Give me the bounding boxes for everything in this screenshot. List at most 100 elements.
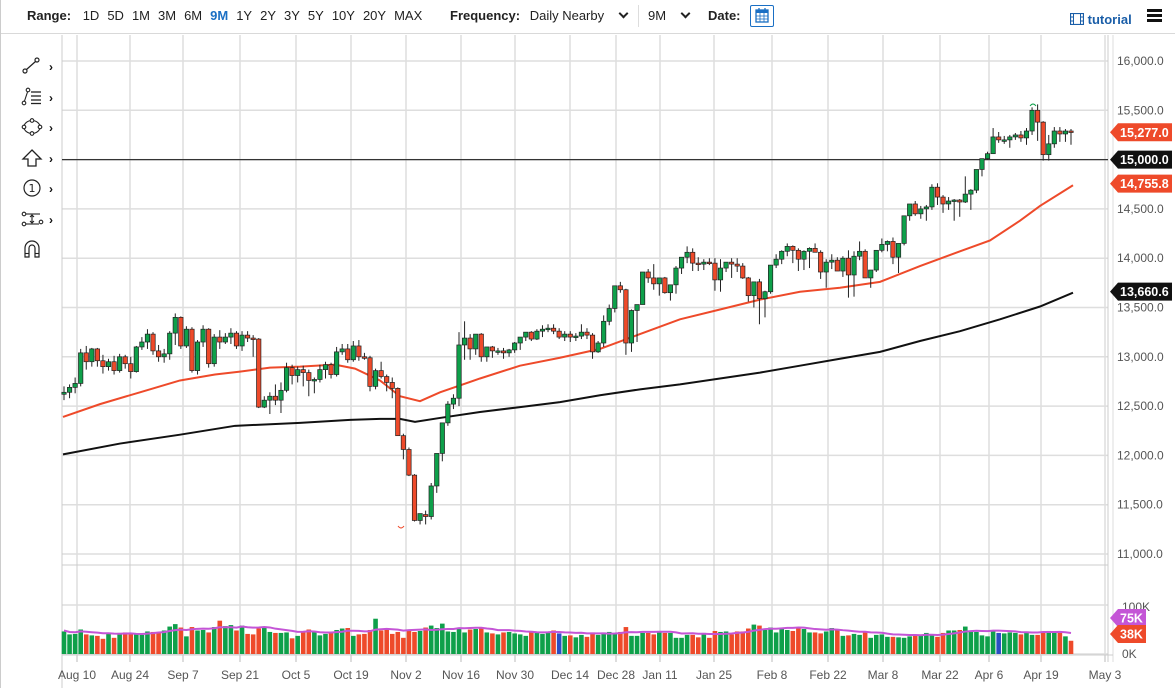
price-tag-label: 14,755.8 bbox=[1120, 177, 1169, 191]
arrow-tool[interactable]: › bbox=[16, 145, 60, 176]
volume-tag-label: 38K bbox=[1120, 628, 1143, 642]
volume-bar bbox=[656, 630, 662, 654]
volume-bar bbox=[579, 634, 584, 654]
candle bbox=[317, 369, 323, 380]
volume-bar bbox=[1018, 634, 1024, 654]
candle bbox=[634, 304, 640, 311]
volume-bar bbox=[1013, 632, 1018, 654]
volume-bar bbox=[189, 627, 195, 654]
volume-bar bbox=[701, 632, 707, 654]
frequency-label: Frequency: bbox=[450, 8, 521, 23]
period-dropdown[interactable]: 9M bbox=[648, 8, 691, 24]
candle bbox=[339, 348, 345, 353]
volume-bar bbox=[668, 632, 673, 654]
volume-bar bbox=[618, 631, 623, 654]
circled-one-icon: 1 bbox=[23, 179, 41, 197]
range-1d[interactable]: 1D bbox=[82, 8, 100, 23]
candle bbox=[78, 352, 84, 384]
tutorial-link[interactable]: tutorial bbox=[1069, 12, 1132, 27]
volume-bar bbox=[551, 630, 556, 654]
hamburger-menu-icon[interactable] bbox=[1147, 9, 1162, 22]
x-axis-tick-label: Mar 22 bbox=[921, 668, 959, 682]
volume-bar bbox=[217, 620, 223, 654]
range-2y[interactable]: 2Y bbox=[260, 8, 276, 23]
candle bbox=[1051, 130, 1057, 145]
moving-average-line bbox=[62, 291, 1074, 456]
range-1m[interactable]: 1M bbox=[131, 8, 150, 23]
candle bbox=[1062, 130, 1068, 135]
candle bbox=[1001, 139, 1007, 142]
range-3m[interactable]: 3M bbox=[158, 8, 177, 23]
measure-tool[interactable]: › bbox=[16, 206, 60, 237]
volume-bar bbox=[940, 632, 946, 654]
volume-bar bbox=[595, 634, 601, 654]
annotation-tool[interactable]: 1 › bbox=[16, 175, 60, 206]
calendar-button[interactable] bbox=[750, 5, 774, 27]
range-5y[interactable]: 5Y bbox=[307, 8, 324, 23]
trend-line-tool[interactable]: › bbox=[16, 53, 60, 84]
shapes-tool[interactable]: › bbox=[16, 114, 60, 145]
volume-bar bbox=[751, 624, 757, 654]
volume-bar bbox=[840, 635, 846, 654]
candle bbox=[979, 158, 985, 170]
volume-bar bbox=[467, 629, 473, 654]
candle bbox=[1018, 134, 1024, 139]
candle bbox=[556, 330, 562, 338]
candle bbox=[567, 333, 573, 338]
volume-bar bbox=[117, 632, 122, 654]
volume-bar bbox=[139, 634, 145, 654]
x-axis-tick-label: Apr 6 bbox=[975, 668, 1004, 682]
volume-bar bbox=[267, 631, 273, 654]
y-axis-tick-label: 16,000.0 bbox=[1117, 54, 1164, 68]
range-20y[interactable]: 20Y bbox=[362, 8, 387, 23]
volume-bar bbox=[762, 629, 768, 654]
volume-bar bbox=[495, 634, 501, 654]
candle bbox=[183, 328, 189, 347]
candle bbox=[712, 262, 718, 281]
candle bbox=[918, 208, 924, 215]
volume-bar bbox=[640, 632, 645, 654]
candle bbox=[1012, 134, 1018, 138]
candle bbox=[729, 261, 735, 265]
candle bbox=[973, 169, 979, 191]
candle bbox=[751, 281, 757, 297]
volume-bar bbox=[462, 632, 467, 654]
fibonacci-tool[interactable]: › bbox=[16, 84, 60, 115]
candle bbox=[523, 331, 529, 338]
volume-bar bbox=[106, 633, 111, 654]
range-5d[interactable]: 5D bbox=[107, 8, 124, 23]
volume-bar bbox=[261, 627, 267, 654]
candle bbox=[389, 382, 395, 389]
range-10y[interactable]: 10Y bbox=[331, 8, 355, 23]
high-marker bbox=[1029, 103, 1037, 107]
volume-bar bbox=[645, 632, 651, 654]
volume-bar bbox=[289, 638, 295, 654]
magnet-tool[interactable] bbox=[16, 236, 60, 267]
candle bbox=[962, 193, 968, 203]
volume-bar bbox=[740, 631, 746, 654]
volume-bar bbox=[412, 631, 417, 654]
range-3y[interactable]: 3Y bbox=[284, 8, 300, 23]
candle bbox=[617, 285, 623, 291]
volume-bar bbox=[684, 634, 690, 654]
candle bbox=[261, 399, 267, 408]
y-axis-tick-label: 14,000.0 bbox=[1117, 251, 1164, 265]
svg-text:1: 1 bbox=[29, 182, 36, 195]
volume-bar bbox=[818, 633, 823, 654]
volume-bar bbox=[317, 635, 323, 654]
price-tag bbox=[1110, 174, 1172, 193]
volume-bar bbox=[484, 632, 490, 654]
range-max[interactable]: MAX bbox=[394, 8, 423, 23]
low-marker bbox=[397, 525, 405, 529]
x-axis-tick-label: Sep 21 bbox=[221, 668, 259, 682]
range-1y[interactable]: 1Y bbox=[236, 8, 253, 23]
volume-bar bbox=[1007, 632, 1013, 654]
candle bbox=[111, 361, 117, 371]
range-6m[interactable]: 6M bbox=[184, 8, 203, 23]
frequency-dropdown[interactable]: Frequency: Daily Nearby bbox=[450, 8, 629, 24]
candle bbox=[640, 271, 646, 305]
candle bbox=[695, 262, 701, 265]
range-9m[interactable]: 9M bbox=[210, 8, 229, 23]
candle bbox=[417, 513, 423, 521]
